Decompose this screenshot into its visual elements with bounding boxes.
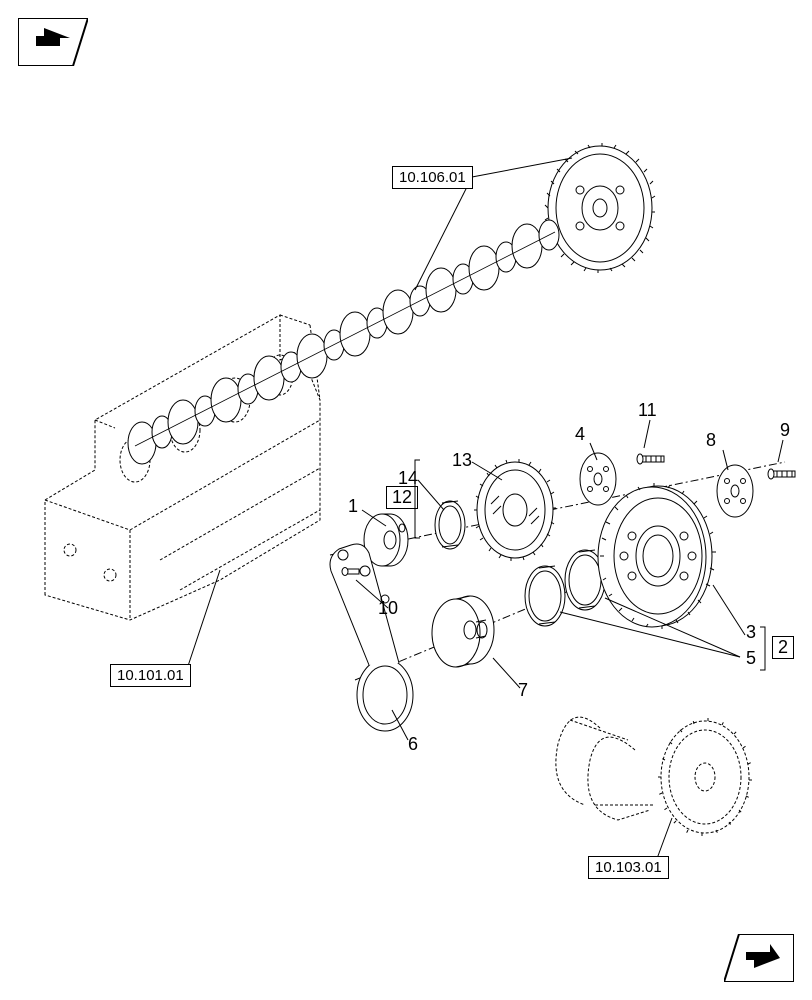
callout-10: 10 xyxy=(378,598,398,619)
ref-block: 10.101.01 xyxy=(110,664,191,687)
callout-6: 6 xyxy=(408,734,418,755)
callout-8: 8 xyxy=(706,430,716,451)
callout-1: 1 xyxy=(348,496,358,517)
ref-camshaft: 10.106.01 xyxy=(392,166,473,189)
callout-11: 11 xyxy=(638,400,657,421)
callout-13: 13 xyxy=(452,450,472,471)
callout-9: 9 xyxy=(780,420,790,441)
callout-5: 5 xyxy=(746,648,756,669)
callout-7: 7 xyxy=(518,680,528,701)
callout-4: 4 xyxy=(575,424,585,445)
ref-crankshaft: 10.103.01 xyxy=(588,856,669,879)
bracket-2: 2 xyxy=(772,636,794,659)
diagram-container: 10.106.01 10.101.01 10.103.01 1 13 14 4 … xyxy=(0,0,812,1000)
callout-3: 3 xyxy=(746,622,756,643)
bracket-12: 12 xyxy=(386,486,418,509)
